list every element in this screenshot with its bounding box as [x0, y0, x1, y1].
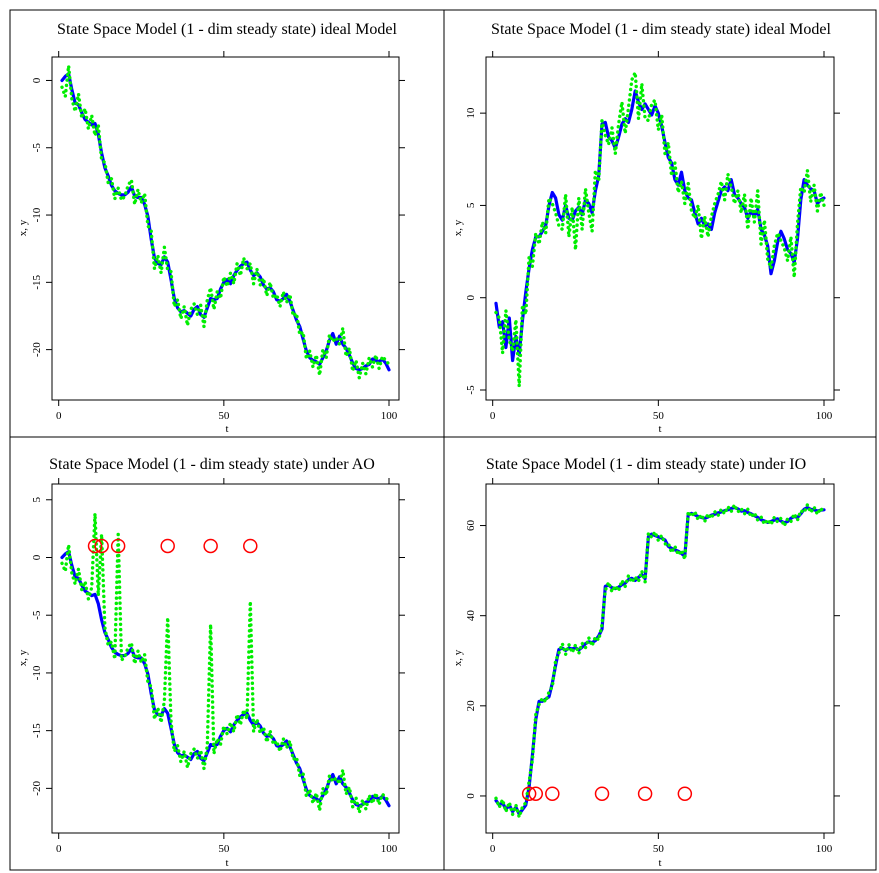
y-tick-label: 10 [465, 107, 477, 119]
state-series-line [494, 505, 826, 816]
plot-box [51, 56, 400, 401]
y-tick-label: 0 [465, 793, 477, 799]
y-tick-label: 0 [31, 77, 43, 83]
y-ticks: 0 -5 -10 -15 -20 [31, 77, 405, 357]
x-axis-label: t [658, 423, 661, 435]
x-tick-label: 50 [653, 843, 665, 855]
panel-bottom-right: State Space Model (1 - dim steady state)… [443, 436, 877, 871]
x-ticks: 0 50 100 [490, 478, 833, 855]
panel-bottom-left: State Space Model (1 - dim steady state)… [9, 436, 445, 871]
y-tick-label: 60 [465, 520, 477, 532]
plot-box [485, 56, 835, 401]
panel-border [443, 436, 877, 871]
x-tick-label: 50 [218, 843, 230, 855]
y-ticks: 5 0 -5 -10 -15 -20 [31, 497, 405, 796]
observation-series-line [60, 63, 391, 380]
x-tick-label: 0 [56, 410, 62, 422]
state-series-line [60, 550, 391, 808]
x-ticks: 0 50 100 [56, 478, 398, 855]
panel-border [443, 9, 877, 438]
outlier-marker [521, 786, 537, 801]
x-ticks: 0 50 100 [490, 51, 833, 422]
panel-top-left: State Space Model (1 - dim steady state)… [9, 9, 445, 438]
y-tick-label: 5 [31, 497, 43, 503]
x-tick-label: 100 [816, 410, 833, 422]
x-tick-label: 0 [490, 843, 496, 855]
x-tick-label: 0 [490, 410, 496, 422]
x-tick-label: 100 [381, 843, 398, 855]
x-ticks: 0 50 100 [56, 51, 398, 422]
plot-box [51, 483, 400, 834]
plot-box [485, 483, 835, 834]
series-layer [60, 511, 391, 815]
x-tick-label: 50 [218, 410, 230, 422]
outlier-marker [528, 786, 544, 801]
state-series-line [60, 72, 391, 372]
x-axis-label: t [225, 857, 228, 869]
y-tick-label: -5 [31, 610, 43, 620]
series-layer [494, 503, 826, 819]
x-tick-label: 100 [381, 410, 398, 422]
observation-series-line [60, 511, 391, 815]
y-tick-label: -5 [31, 143, 43, 153]
outlier-marker [160, 538, 175, 554]
observation-series-line [494, 503, 826, 819]
y-tick-label: -20 [31, 781, 43, 796]
y-tick-label: 5 [465, 202, 477, 208]
state-series-line [494, 89, 826, 363]
x-axis-label: t [225, 423, 228, 435]
chart-title: State Space Model (1 - dim steady state)… [49, 456, 375, 473]
outlier-marker [677, 786, 693, 801]
chart-title: State Space Model (1 - dim steady state)… [57, 21, 397, 38]
x-tick-label: 100 [816, 843, 833, 855]
panel-border [9, 9, 445, 438]
chart-title: State Space Model (1 - dim steady state)… [486, 456, 806, 473]
outlier-marker [243, 538, 258, 554]
outlier-marker [87, 538, 103, 554]
outlier-marker [545, 786, 560, 801]
chart-title: State Space Model (1 - dim steady state)… [491, 21, 831, 38]
y-tick-label: 0 [465, 294, 477, 300]
series-layer [494, 70, 826, 388]
observation-series-line [494, 70, 826, 388]
y-tick-label: 40 [465, 610, 477, 622]
y-tick-label: -20 [31, 342, 43, 357]
y-tick-label: -15 [31, 723, 43, 738]
panel-border [9, 436, 445, 871]
y-axis-label: x, y [17, 219, 29, 236]
x-axis-label: t [658, 857, 661, 869]
y-axis-label: x, y [452, 219, 464, 236]
y-tick-label: 0 [31, 554, 43, 560]
y-axis-label: x, y [17, 649, 29, 666]
y-tick-label: -15 [31, 275, 43, 290]
outlier-marker [203, 538, 218, 554]
x-tick-label: 0 [56, 843, 62, 855]
outlier-layer [87, 538, 258, 554]
outlier-marker [94, 538, 109, 554]
outlier-marker [594, 786, 610, 801]
y-axis-label: x, y [452, 649, 464, 666]
outlier-layer [521, 786, 693, 801]
y-tick-label: 20 [465, 700, 477, 712]
series-layer [60, 63, 391, 380]
outlier-marker [110, 538, 126, 554]
x-tick-label: 50 [653, 410, 665, 422]
y-tick-label: -10 [31, 665, 43, 680]
y-ticks: -5 0 5 10 [465, 107, 840, 395]
y-ticks: 0 20 40 60 [465, 520, 840, 799]
y-tick-label: -5 [465, 385, 477, 395]
panel-top-right: State Space Model (1 - dim steady state)… [443, 9, 877, 438]
y-tick-label: -10 [31, 207, 43, 222]
outlier-marker [637, 786, 653, 801]
